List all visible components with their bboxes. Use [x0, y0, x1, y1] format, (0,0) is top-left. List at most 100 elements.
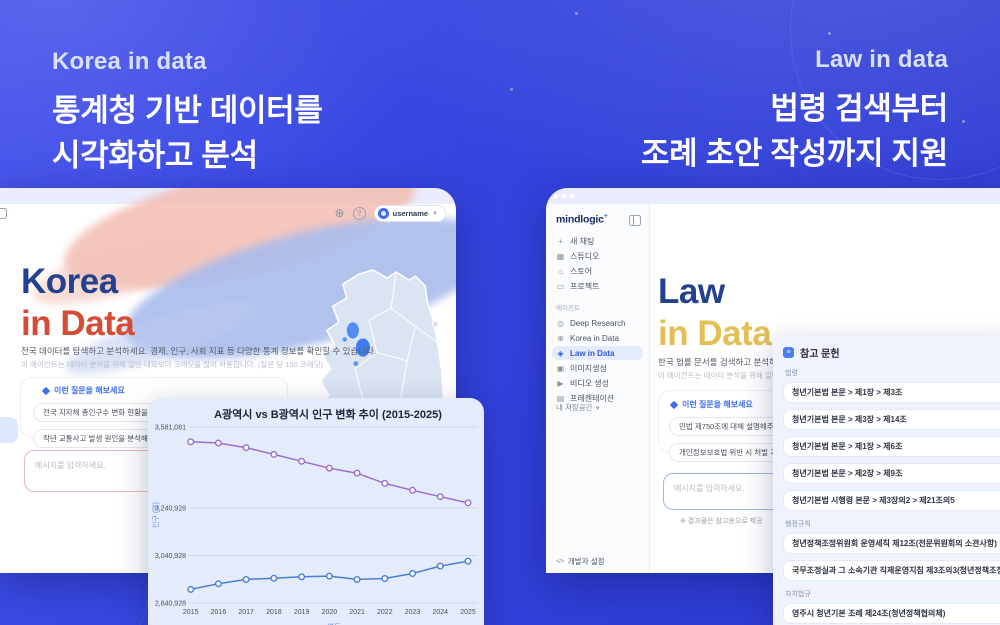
data-point: [353, 469, 361, 477]
suggestion-chip[interactable]: 민법 제750조에 대해 설명해주세요: [669, 417, 789, 436]
law-app-title: Law: [658, 272, 725, 311]
population-chart-card: A광역시 vs B광역시 인구 변화 추이 (2015-2025) 3,581,…: [148, 398, 484, 625]
data-point: [270, 574, 278, 582]
storage-toggle[interactable]: 내 저장공간 ▼: [556, 403, 601, 412]
sidebar-item-store[interactable]: ⌂ 스토어: [552, 264, 643, 278]
korea-app-subtitle: in Data: [21, 304, 135, 343]
sidebar-item-image-gen[interactable]: ▣ 이미지생성: [552, 361, 643, 375]
data-point: [409, 569, 417, 577]
sidebar-collapse-icon[interactable]: [629, 215, 641, 226]
studio-icon: ▦: [556, 251, 565, 261]
mindlogic-logo[interactable]: mindlogic+: [556, 213, 608, 226]
suggestions-heading: 이런 질문을 해보세요: [682, 400, 753, 409]
new-chat-icon: +: [558, 236, 563, 246]
sidebar-item-label: 프레젠테이션: [570, 393, 615, 403]
sidebar-item-label: 스튜디오: [570, 251, 600, 261]
logo-plus-icon: +: [603, 213, 608, 220]
x-tick-label: 2016: [211, 609, 227, 616]
agents-section-label: 에이전트: [556, 305, 580, 312]
reference-section-label: 법령: [785, 370, 798, 377]
reference-row[interactable]: 영주시 청년기본 조례 제24조(청년정책협의체): [783, 603, 1000, 624]
deep-research-icon: ◎: [557, 318, 564, 328]
partial-highlight-pill: [0, 417, 18, 443]
x-tick-label: 2017: [238, 609, 254, 616]
sidebar-item-presentation[interactable]: ▤ 프레젠테이션: [552, 391, 643, 405]
project-icon: ▭: [556, 281, 565, 291]
globe-icon[interactable]: ⊕: [334, 206, 345, 220]
hero-left-eyebrow: Korea in data: [52, 48, 207, 75]
hero-right: Law in data 법령 검색부터 조례 초안 작성까지 지원: [641, 46, 948, 176]
sidebar-item-label: Law in Data: [570, 348, 615, 358]
korea-app-title: Korea: [21, 262, 118, 301]
korea-description: 전국 데이터를 탐색하고 분석하세요. 경제, 인구, 사회 지표 등 다양한 …: [21, 346, 377, 356]
reference-row[interactable]: 청년기본법 본문 > 제1장 > 제6조: [783, 436, 1000, 457]
data-point: [214, 439, 222, 447]
x-tick-label: 2022: [377, 609, 393, 616]
decorative-dot: [510, 88, 513, 91]
document-icon: ≡: [783, 347, 794, 358]
population-line-chart: 3,581,081 3,240,928 3,040,928 2,840,9282015…: [151, 425, 478, 625]
data-point: [381, 574, 389, 582]
law-app-subtitle: in Data: [658, 314, 772, 353]
reference-row[interactable]: 청년기본법 시행령 본문 > 제3장의2 > 제21조의5: [783, 490, 1000, 511]
sidebar-item-label: 프로젝트: [570, 281, 600, 291]
y-tick-label: 3,040,928: [155, 553, 186, 560]
y-tick-label: 3,581,081: [155, 425, 186, 432]
hero-right-title-line1: 법령 검색부터: [770, 91, 948, 126]
user-menu[interactable]: username ▼: [373, 205, 446, 222]
data-point: [325, 572, 333, 580]
sidebar-item-studio[interactable]: ▦ 스튜디오: [552, 249, 643, 263]
username-label: username: [392, 209, 429, 218]
code-icon: </>: [556, 558, 564, 565]
sidebar-item-law-in-data[interactable]: ◈ Law in Data: [552, 346, 643, 360]
sidebar-item-label: Korea in Data: [570, 333, 619, 343]
law-disclaimer: ※ 결과물은 참고용으로 제공: [680, 518, 763, 525]
sidebar-item-label: Deep Research: [570, 318, 626, 328]
law-credit-note: 이 에이전트는 데이터 분석을 위해 일반 대화보다 크레딧을: [658, 371, 839, 380]
sidebar-item-label: 스토어: [570, 266, 593, 276]
image-gen-icon: ▣: [556, 363, 565, 373]
developer-settings[interactable]: </> 개발자 설정: [556, 557, 605, 566]
reference-row[interactable]: 청년기본법 본문 > 제1장 > 제3조: [783, 382, 1000, 403]
chevron-down-icon: ▼: [594, 406, 601, 412]
sidebar-collapse-icon[interactable]: [0, 208, 7, 219]
korea-credit-note: 이 에이전트는 데이터 분석을 위해 일반 대화보다 크레딧을 많이 사용합니다…: [21, 360, 323, 369]
data-point: [298, 457, 306, 465]
help-icon[interactable]: ?: [352, 207, 366, 220]
data-point: [242, 444, 250, 452]
avatar: [377, 208, 389, 219]
sidebar-item-video-gen[interactable]: ▶ 비디오 생성: [552, 376, 643, 390]
hero-left-title-line1: 통계청 기반 데이터를: [52, 93, 323, 128]
sidebar-item-deep-research[interactable]: ◎ Deep Research: [552, 316, 643, 330]
y-axis-title: 인구 (명): [151, 502, 160, 528]
sidebar-item-new-chat[interactable]: + 새 채팅: [552, 234, 643, 248]
law-in-data-icon: ◈: [557, 348, 564, 358]
suggestions-heading: 이런 질문을 해보세요: [54, 386, 125, 395]
x-tick-label: 2015: [183, 609, 199, 616]
data-point: [464, 557, 472, 565]
reference-row[interactable]: 청년기본법 본문 > 제3장 > 제14조: [783, 409, 1000, 430]
data-point: [270, 450, 278, 458]
x-tick-label: 2023: [405, 609, 421, 616]
korea-in-data-icon: ⊕: [557, 333, 564, 343]
reference-section-label: 자치법규: [785, 591, 811, 598]
reference-row[interactable]: 청년정책조정위원회 운영세칙 제12조(전문위원회의 소관사항): [783, 533, 1000, 554]
x-axis-title: 연도: [328, 623, 341, 625]
hero-left-title-line2: 시각화하고 분석: [52, 138, 258, 173]
hero-right-title-line2: 조례 초안 작성까지 지원: [640, 136, 948, 171]
reference-row[interactable]: 청년기본법 본문 > 제2장 > 제9조: [783, 463, 1000, 484]
data-point: [436, 493, 444, 501]
sidebar-item-korea-in-data[interactable]: ⊕ Korea in Data: [552, 331, 643, 345]
series-line-A광역시: [190, 441, 469, 504]
references-title: 참고 문헌: [800, 349, 840, 360]
data-point: [464, 499, 472, 507]
sidebar-item-project[interactable]: ▭ 프로젝트: [552, 279, 643, 293]
presentation-icon: ▤: [556, 393, 565, 403]
reference-row[interactable]: 국무조정실과 그 소속기관 직제운영지침 제3조의3(청년정책조정실장): [783, 560, 1000, 581]
data-point: [325, 464, 333, 472]
x-tick-label: 2019: [294, 609, 310, 616]
data-point: [187, 438, 195, 446]
data-point: [381, 479, 389, 487]
